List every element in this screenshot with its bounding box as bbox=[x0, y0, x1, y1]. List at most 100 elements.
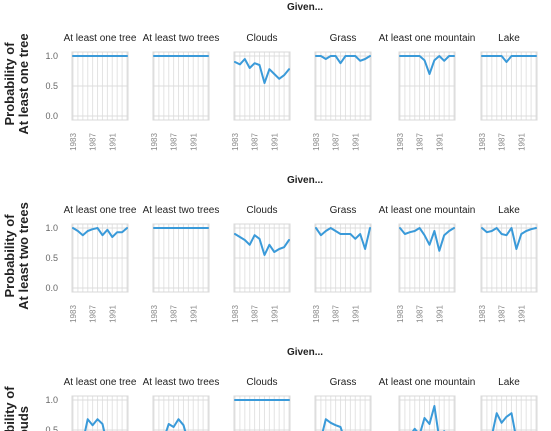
panel-title: Clouds bbox=[246, 377, 277, 388]
given-label: Given... bbox=[287, 2, 323, 13]
x-tick-label: 1987 bbox=[498, 133, 507, 151]
series-line bbox=[234, 58, 290, 84]
panel-frame bbox=[233, 223, 291, 293]
row-label-prefix: Probability of bbox=[2, 386, 17, 431]
x-tick-label: 1987 bbox=[170, 305, 179, 323]
series-line bbox=[481, 55, 537, 63]
x-tick-label: 1991 bbox=[435, 133, 444, 151]
series-line bbox=[491, 412, 516, 431]
series-line bbox=[315, 227, 371, 250]
panel-title: At least two trees bbox=[143, 377, 220, 388]
panel-title: At least one mountain bbox=[379, 377, 476, 388]
panel-title: Grass bbox=[330, 377, 357, 388]
x-tick-label: 1987 bbox=[89, 133, 98, 151]
x-tick-label: 1991 bbox=[189, 305, 198, 323]
panel-frame bbox=[314, 223, 372, 293]
x-tick-label: 1983 bbox=[231, 133, 240, 151]
x-tick-label: 1983 bbox=[69, 133, 78, 151]
x-tick-label: 1983 bbox=[312, 305, 321, 323]
panel-title: Grass bbox=[330, 205, 357, 216]
panel-title: At least two trees bbox=[143, 205, 220, 216]
series-line bbox=[165, 418, 187, 431]
panel-title: Lake bbox=[498, 33, 520, 44]
x-tick-label: 1991 bbox=[108, 305, 117, 323]
y-tick-label: 0.5 bbox=[45, 425, 58, 431]
x-tick-label: 1983 bbox=[150, 305, 159, 323]
x-tick-label: 1983 bbox=[231, 305, 240, 323]
panel-frame bbox=[233, 395, 291, 431]
x-tick-label: 1987 bbox=[416, 133, 425, 151]
series-line bbox=[234, 233, 290, 256]
panel-frame bbox=[398, 223, 456, 293]
series-line bbox=[481, 227, 537, 250]
row-label-prefix: Probability of bbox=[2, 42, 17, 126]
panel-frame bbox=[152, 223, 210, 293]
panel-frame bbox=[71, 51, 129, 121]
panel-frame bbox=[398, 395, 456, 431]
x-tick-label: 1991 bbox=[270, 133, 279, 151]
panel-frame bbox=[152, 395, 210, 431]
x-tick-label: 1987 bbox=[89, 305, 98, 323]
panel-frame bbox=[71, 395, 129, 431]
x-tick-label: 1987 bbox=[416, 305, 425, 323]
x-tick-label: 1983 bbox=[396, 305, 405, 323]
row-label: Probability ofClouds bbox=[2, 386, 31, 431]
x-tick-label: 1991 bbox=[189, 133, 198, 151]
x-tick-label: 1987 bbox=[251, 133, 260, 151]
series-line bbox=[399, 227, 455, 252]
x-tick-label: 1991 bbox=[517, 305, 526, 323]
x-tick-label: 1983 bbox=[478, 305, 487, 323]
row-label-target: At least one tree bbox=[16, 33, 31, 134]
panel-title: At least one tree bbox=[64, 205, 137, 216]
x-tick-label: 1991 bbox=[351, 133, 360, 151]
row-label-target: At least two trees bbox=[16, 202, 31, 310]
series-line bbox=[72, 227, 128, 238]
series-line bbox=[321, 418, 343, 431]
x-tick-label: 1991 bbox=[351, 305, 360, 323]
panel-title: At least one mountain bbox=[379, 33, 476, 44]
panel-frame bbox=[480, 223, 538, 293]
y-tick-label: 0.5 bbox=[45, 81, 58, 91]
x-tick-label: 1983 bbox=[69, 305, 78, 323]
x-tick-label: 1983 bbox=[396, 133, 405, 151]
panel-frame bbox=[314, 51, 372, 121]
given-label: Given... bbox=[287, 175, 323, 186]
panel-title: At least one tree bbox=[64, 33, 137, 44]
panel-title: At least two trees bbox=[143, 33, 220, 44]
row-label: Probability ofAt least two trees bbox=[2, 202, 31, 310]
y-tick-label: 1.0 bbox=[45, 51, 58, 61]
x-tick-label: 1987 bbox=[332, 133, 341, 151]
row-label-target: Clouds bbox=[16, 406, 31, 431]
x-tick-label: 1987 bbox=[170, 133, 179, 151]
row-label-prefix: Probability of bbox=[2, 214, 17, 298]
series-line bbox=[411, 405, 446, 431]
panel-frame bbox=[71, 223, 129, 293]
panel-frame bbox=[398, 51, 456, 121]
panel-title: Lake bbox=[498, 205, 520, 216]
given-label: Given... bbox=[287, 347, 323, 358]
x-tick-label: 1983 bbox=[312, 133, 321, 151]
y-tick-label: 0.0 bbox=[45, 283, 58, 293]
panel-frame bbox=[152, 51, 210, 121]
panel-title: Grass bbox=[330, 33, 357, 44]
x-tick-label: 1983 bbox=[478, 133, 487, 151]
row-label: Probability ofAt least one tree bbox=[2, 33, 31, 134]
panel-title: Clouds bbox=[246, 205, 277, 216]
y-tick-label: 0.5 bbox=[45, 253, 58, 263]
y-tick-label: 0.0 bbox=[45, 111, 58, 121]
panel-frame bbox=[233, 51, 291, 121]
panel-frame bbox=[480, 395, 538, 431]
series-line bbox=[315, 55, 371, 65]
series-line bbox=[399, 55, 455, 75]
x-tick-label: 1991 bbox=[270, 305, 279, 323]
y-tick-label: 1.0 bbox=[45, 395, 58, 405]
panel-title: Lake bbox=[498, 377, 520, 388]
x-tick-label: 1987 bbox=[498, 305, 507, 323]
panel-frame bbox=[314, 395, 372, 431]
panel-title: At least one mountain bbox=[379, 205, 476, 216]
x-tick-label: 1987 bbox=[332, 305, 341, 323]
x-tick-label: 1991 bbox=[435, 305, 444, 323]
x-tick-label: 1987 bbox=[251, 305, 260, 323]
series-line bbox=[84, 418, 106, 431]
